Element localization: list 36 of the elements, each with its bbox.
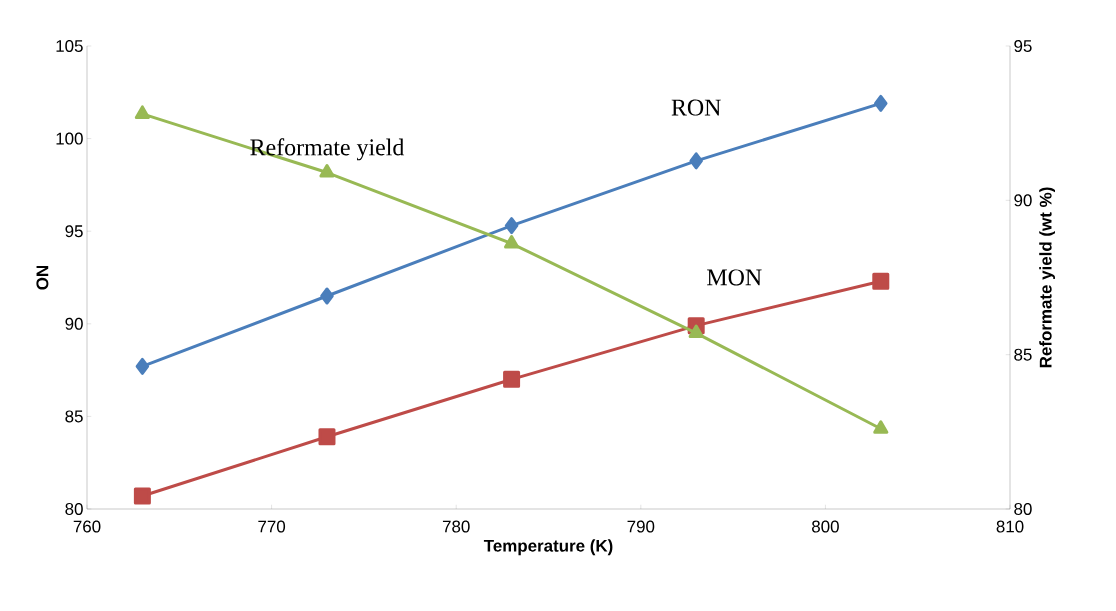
x-tick-label: 770 xyxy=(258,520,286,533)
point xyxy=(688,324,704,339)
y-tick-label: 100 xyxy=(56,132,83,145)
point xyxy=(320,287,334,305)
x-tick-label: 780 xyxy=(442,520,470,533)
y-tick-label: 80 xyxy=(65,503,83,515)
y2-tick-label: 85 xyxy=(1014,348,1032,361)
point xyxy=(134,105,150,119)
point xyxy=(872,272,890,290)
point xyxy=(689,152,703,170)
x-tick-label: 810 xyxy=(996,520,1024,533)
series-label: MON xyxy=(707,269,762,286)
point xyxy=(503,370,521,388)
point xyxy=(874,94,888,112)
y2-axis-title: Reformate yield (wt %) xyxy=(1039,187,1055,368)
point xyxy=(319,164,335,178)
point xyxy=(135,357,150,375)
y-tick-label: 85 xyxy=(65,410,83,423)
point xyxy=(504,217,519,235)
x-tick-label: 800 xyxy=(812,520,839,533)
y-tick-label: 90 xyxy=(65,317,83,330)
y-tick-label: 95 xyxy=(65,225,83,238)
y-tick-label: 105 xyxy=(56,40,83,52)
x-axis-title: Temperature (K) xyxy=(483,539,613,556)
y-axis-title: ON xyxy=(36,265,49,290)
x-tick-label: 760 xyxy=(73,520,101,533)
x-tick-label: 790 xyxy=(627,520,655,533)
point xyxy=(873,420,889,434)
series-label: RON xyxy=(671,99,721,116)
y2-tick-label: 95 xyxy=(1014,40,1032,52)
y2-tick-label: 80 xyxy=(1014,503,1032,515)
series-label: Reformate yield xyxy=(250,138,405,161)
y2-tick-label: 90 xyxy=(1014,194,1032,207)
point xyxy=(133,487,151,505)
point xyxy=(504,235,520,249)
point xyxy=(318,428,336,446)
